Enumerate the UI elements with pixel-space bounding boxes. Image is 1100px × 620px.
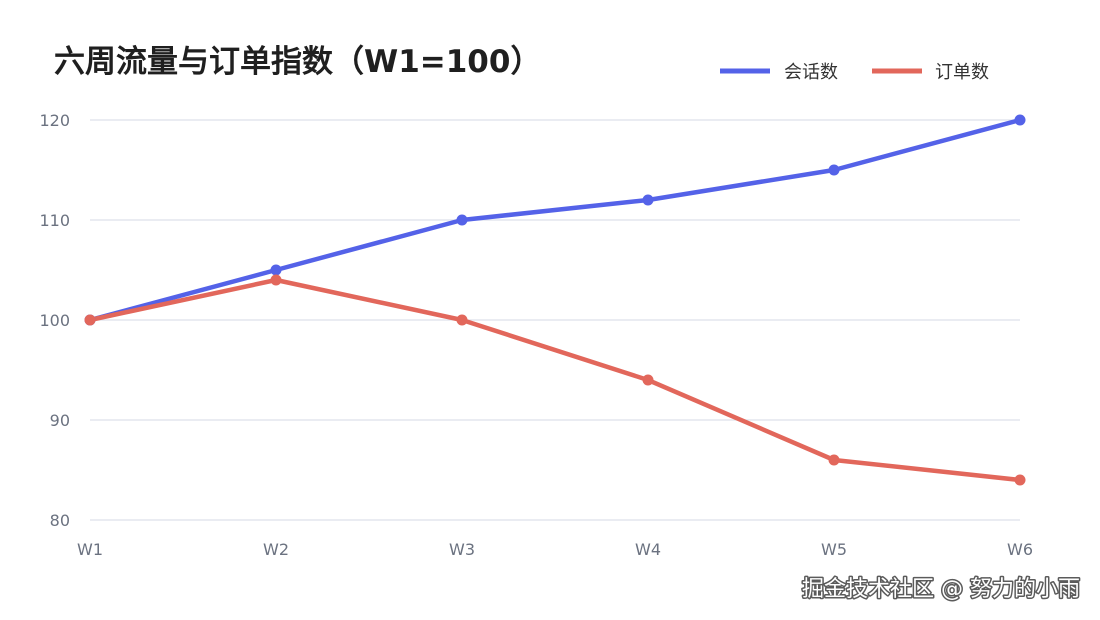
y-tick-label: 90 <box>50 411 70 430</box>
data-point-0-2 <box>456 214 468 226</box>
data-point-1-3 <box>642 374 654 386</box>
data-point-0-3 <box>642 194 654 206</box>
y-axis: 80 90 100 110 120 <box>39 111 70 530</box>
data-point-0-5 <box>1014 114 1026 126</box>
series-lines <box>87 117 1023 483</box>
data-point-0-1 <box>270 264 282 276</box>
series-markers <box>84 114 1026 486</box>
gridlines <box>90 119 1020 521</box>
x-axis: W1 W2 W3 W4 W5 W6 <box>77 540 1033 559</box>
series-line-1 <box>87 277 1023 483</box>
data-point-1-1 <box>270 274 282 286</box>
watermark-text: 掘金技术社区 @ 努力的小雨 <box>802 577 1080 602</box>
chart-title: 六周流量与订单指数（W1=100） <box>54 44 541 80</box>
x-tick-label: W3 <box>449 540 475 559</box>
data-point-1-4 <box>828 454 840 466</box>
x-tick-label: W2 <box>263 540 289 559</box>
legend-item-orders: 订单数 <box>872 62 989 83</box>
series-line-0 <box>87 117 1023 323</box>
x-tick-label: W5 <box>821 540 847 559</box>
data-point-0-4 <box>828 164 840 176</box>
x-tick-label: W4 <box>635 540 661 559</box>
y-tick-label: 120 <box>39 111 70 130</box>
legend-item-sessions: 会话数 <box>720 62 838 83</box>
data-point-1-0 <box>84 314 96 326</box>
data-point-1-2 <box>456 314 468 326</box>
data-point-1-5 <box>1014 474 1026 486</box>
y-tick-label: 80 <box>50 511 70 530</box>
legend-label-sessions: 会话数 <box>784 62 838 83</box>
y-tick-label: 110 <box>39 211 70 230</box>
legend: 会话数 订单数 <box>720 62 989 83</box>
x-tick-label: W1 <box>77 540 103 559</box>
y-tick-label: 100 <box>39 311 70 330</box>
legend-label-orders: 订单数 <box>935 62 989 83</box>
x-tick-label: W6 <box>1007 540 1033 559</box>
